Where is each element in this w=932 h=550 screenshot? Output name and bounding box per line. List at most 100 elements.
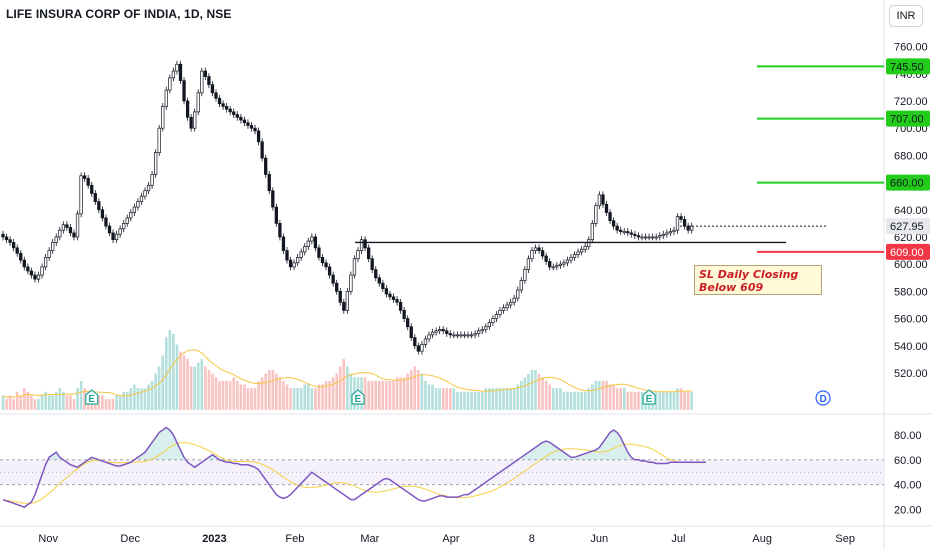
candle[interactable] [650,236,655,239]
candle[interactable] [214,92,218,99]
candle[interactable] [537,247,541,251]
candle[interactable] [185,100,190,118]
candle[interactable] [19,252,23,261]
candle[interactable] [658,235,662,238]
candle[interactable] [430,331,435,336]
candle[interactable] [501,307,506,311]
candle[interactable] [338,291,342,303]
candle[interactable] [402,310,406,319]
candle[interactable] [590,223,594,241]
candle[interactable] [540,250,545,257]
candle[interactable] [427,334,431,340]
candle[interactable] [611,220,616,227]
candle[interactable] [249,125,254,129]
candle[interactable] [335,282,339,292]
candle[interactable] [462,334,467,337]
candle[interactable] [327,266,332,276]
candle[interactable] [68,227,73,234]
candle[interactable] [228,108,232,113]
candle[interactable] [178,63,183,81]
candle[interactable] [622,231,626,233]
candle[interactable] [647,236,651,239]
candle[interactable] [629,232,633,235]
candle[interactable] [491,318,495,323]
candle[interactable] [445,330,449,334]
candle[interactable] [317,247,321,258]
candle[interactable] [469,334,474,337]
candle[interactable] [413,337,417,347]
candle[interactable] [168,77,172,91]
candle[interactable] [43,257,48,268]
candle[interactable] [132,206,137,213]
candle[interactable] [406,318,410,328]
candle[interactable] [455,334,460,337]
candle[interactable] [161,106,165,129]
candle[interactable] [597,194,602,207]
candle[interactable] [246,122,250,126]
candle[interactable] [668,231,673,234]
candle[interactable] [636,235,641,238]
candle[interactable] [51,242,55,251]
candle[interactable] [519,280,523,291]
candle[interactable] [235,114,239,118]
candle[interactable] [509,301,513,306]
earnings-marker[interactable] [642,389,656,405]
candle[interactable] [395,299,399,303]
candle[interactable] [484,326,488,330]
candle[interactable] [349,274,353,292]
candle[interactable] [82,175,87,179]
earnings-marker[interactable] [351,389,365,405]
candle[interactable] [150,174,154,186]
candle[interactable] [384,288,389,295]
candle[interactable] [93,193,97,202]
candle[interactable] [26,266,30,272]
candle[interactable] [345,291,349,311]
candle[interactable] [423,338,428,345]
candle[interactable] [516,289,520,299]
candle[interactable] [253,127,257,132]
candle[interactable] [530,250,534,260]
candle[interactable] [356,250,360,260]
candle[interactable] [118,228,122,235]
candle[interactable] [416,345,420,352]
candle[interactable] [619,229,623,232]
candle[interactable] [640,236,644,239]
candle[interactable] [171,70,176,79]
candle[interactable] [200,70,204,94]
candle[interactable] [203,70,208,77]
candle[interactable] [494,314,499,319]
candle[interactable] [679,216,683,220]
candle[interactable] [157,127,161,154]
candle[interactable] [381,282,385,290]
candle[interactable] [313,236,318,249]
candle[interactable] [143,190,147,197]
candle[interactable] [54,236,58,243]
candle[interactable] [654,236,658,239]
candle[interactable] [264,157,268,175]
candle[interactable] [473,333,477,336]
candle[interactable] [29,270,34,276]
candle[interactable] [79,175,83,215]
candle[interactable] [278,223,282,238]
dividend-marker[interactable] [815,390,831,406]
candle[interactable] [583,246,587,250]
candle[interactable] [86,178,90,186]
rsi-line[interactable] [2,426,706,508]
candle[interactable] [682,218,687,227]
candle[interactable] [391,296,396,300]
candle[interactable] [672,229,676,232]
candle[interactable] [271,190,275,208]
candle[interactable] [544,255,548,262]
candle[interactable] [15,247,19,254]
candle[interactable] [225,106,229,110]
candle[interactable] [480,329,484,332]
candle[interactable] [459,334,463,337]
candle[interactable] [72,232,76,238]
candle[interactable] [299,251,303,258]
candle[interactable] [175,63,179,72]
candle[interactable] [409,326,413,338]
candle[interactable] [146,184,151,192]
candle[interactable] [285,250,289,261]
candle[interactable] [107,225,112,234]
candle[interactable] [4,236,9,241]
